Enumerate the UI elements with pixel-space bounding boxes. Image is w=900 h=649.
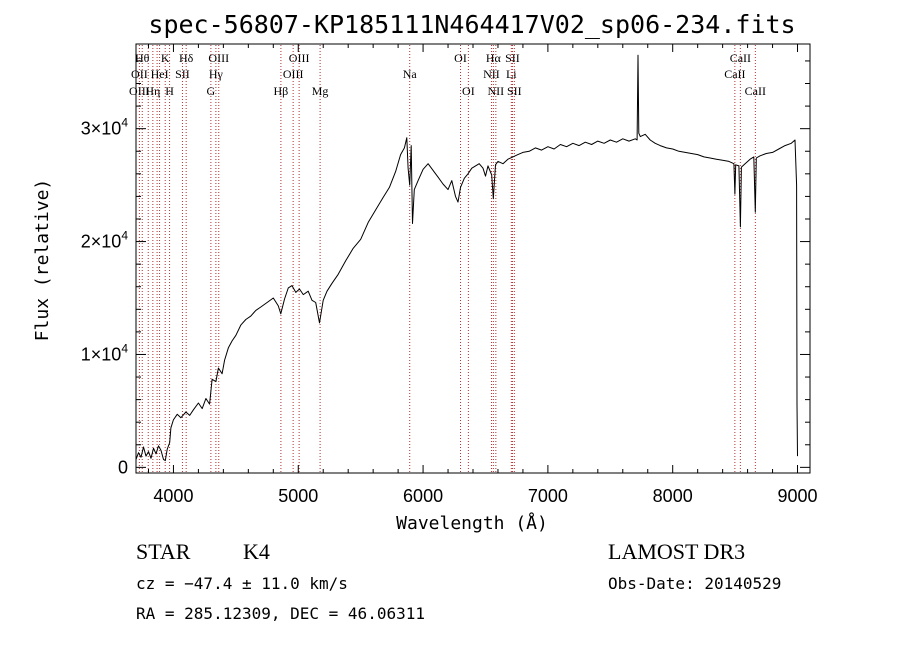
spectral-subclass: K4 — [243, 539, 270, 564]
x-tick-label: 7000 — [528, 486, 568, 506]
line-marker-label: Mg — [312, 84, 329, 98]
y-axis-title: Flux (relative) — [32, 179, 53, 342]
line-marker-label: Li — [506, 67, 517, 81]
survey-label: LAMOST DR3 — [608, 539, 746, 564]
line-marker-label: Hβ — [274, 84, 289, 98]
x-tick-label: 5000 — [278, 486, 318, 506]
line-marker-label: K — [161, 51, 170, 65]
x-tick-label: 4000 — [153, 486, 193, 506]
line-markers — [138, 45, 756, 472]
line-marker-labels: OIIOIIIHθHηHeIKHSIIHδGHγOIIIHβOIIIOIIIMg… — [129, 51, 766, 98]
line-marker-label: OII — [131, 67, 148, 81]
line-marker-label: CaII — [745, 84, 766, 98]
line-marker-label: H — [165, 84, 174, 98]
line-marker-label: CaII — [724, 67, 745, 81]
line-marker-label: OIII — [129, 84, 150, 98]
spectrum-line — [135, 54, 798, 462]
line-marker-label: SII — [507, 84, 522, 98]
plot-frame — [135, 43, 811, 474]
line-marker-label: Hη — [145, 84, 160, 98]
line-marker-label: Hδ — [179, 51, 194, 65]
line-marker-label: OIII — [289, 51, 310, 65]
line-marker-label: OI — [462, 84, 475, 98]
line-marker-label: Hγ — [209, 67, 224, 81]
obs-date-text: Obs-Date: 20140529 — [608, 574, 782, 593]
line-marker-label: NII — [488, 84, 505, 98]
chart-title: spec-56807-KP185111N464417V02_sp06-234.f… — [148, 10, 795, 39]
line-marker-label: OI — [454, 51, 467, 65]
line-marker-label: HeI — [151, 67, 169, 81]
redshift-text: cz = −47.4 ± 11.0 km/s — [136, 574, 348, 593]
line-marker-label: Na — [403, 67, 418, 81]
x-tick-label: 9000 — [777, 486, 817, 506]
line-marker-label: OIII — [283, 67, 304, 81]
y-tick-label: 0 — [118, 457, 128, 477]
line-marker-label: SII — [505, 51, 520, 65]
y-tick-label: 3×104 — [81, 116, 129, 139]
series-layer — [135, 54, 798, 462]
x-tick-label: 8000 — [653, 486, 693, 506]
y-axis-ticks: 0 1×104 2×104 3×104 — [81, 60, 810, 477]
y-tick-label: 2×104 — [81, 229, 129, 252]
coordinates-text: RA = 285.12309, DEC = 46.06311 — [136, 604, 425, 623]
x-axis-title: Wavelength (Å) — [396, 512, 548, 534]
object-class: STAR — [136, 539, 191, 564]
x-tick-label: 6000 — [403, 486, 443, 506]
line-marker-label: CaII — [730, 51, 751, 65]
line-marker-label: Hθ — [135, 51, 150, 65]
line-marker-label: G — [207, 84, 216, 98]
line-marker-label: Hα — [486, 51, 502, 65]
x-axis-ticks: 4000 5000 6000 7000 8000 9000 — [147, 44, 818, 506]
line-marker-label: NII — [483, 67, 500, 81]
y-tick-label: 1×104 — [81, 341, 129, 364]
line-marker-label: OIII — [208, 51, 229, 65]
line-marker-label: SII — [175, 67, 190, 81]
